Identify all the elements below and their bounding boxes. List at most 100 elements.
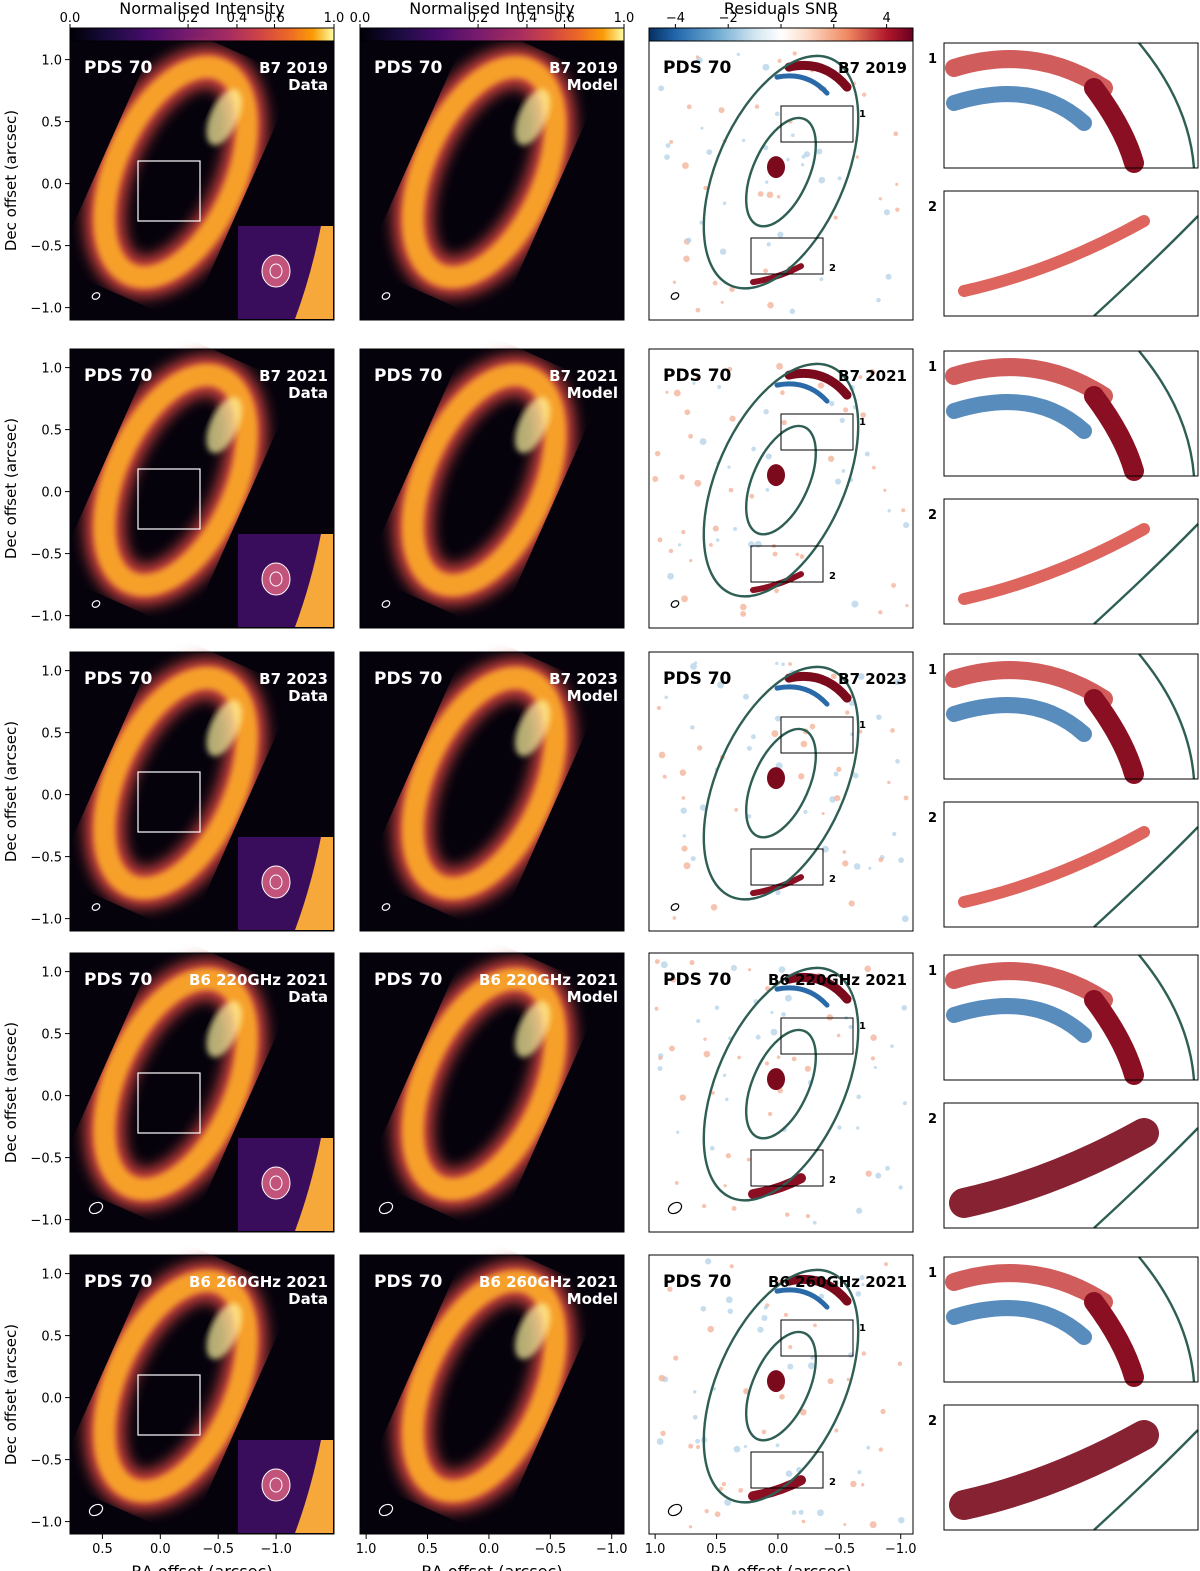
- ring-bright-arc: [514, 700, 551, 757]
- residual-speckle: [692, 977, 696, 981]
- residual-speckle: [669, 140, 674, 144]
- box-label-2: 2: [829, 1175, 836, 1186]
- residual-speckle: [729, 1264, 734, 1269]
- residual-speckle: [692, 1390, 697, 1394]
- x-axis-label: RA offset (arcsec): [131, 1562, 272, 1571]
- residual-speckle: [837, 176, 842, 181]
- residual-speckle: [781, 419, 787, 426]
- residual-speckle: [774, 715, 782, 722]
- residual-speckle: [871, 465, 876, 470]
- residual-center-blob: [767, 464, 785, 487]
- residual-speckle: [657, 537, 663, 543]
- residual-speckle: [654, 959, 660, 965]
- zoom-frame: [943, 1256, 1199, 1383]
- residual-speckle: [895, 759, 900, 764]
- residual-speckle: [686, 237, 692, 243]
- residual-speckle: [718, 1486, 724, 1491]
- band-label: B6 260GHz 2021: [189, 1273, 328, 1291]
- residual-speckle: [856, 1207, 863, 1214]
- residual-speckle: [762, 63, 770, 71]
- residual-speckle: [869, 1521, 877, 1529]
- band-label: B7 2021: [838, 367, 907, 385]
- residual-speckle: [827, 1378, 834, 1385]
- panel-frame: [69, 348, 335, 629]
- target-label: PDS 70: [84, 669, 153, 689]
- orbit-outer: [702, 362, 860, 598]
- zoom-panel-2: 2: [928, 1404, 1199, 1531]
- residual-speckle: [795, 552, 800, 557]
- disk-ring: [401, 1269, 567, 1503]
- x-tick-label: −1.0: [260, 1542, 292, 1557]
- y-tick-label: −1.0: [30, 1516, 62, 1531]
- zoom-frame: [943, 190, 1199, 317]
- residual-speckle: [898, 1185, 903, 1190]
- residual-speckle: [695, 1438, 700, 1444]
- y-tick-label: −1.0: [30, 913, 62, 928]
- residual-speckle: [724, 1498, 732, 1506]
- beam-ellipse: [667, 1503, 683, 1517]
- residual-speckle: [654, 450, 661, 457]
- beam-ellipse: [667, 1201, 683, 1215]
- target-label: PDS 70: [663, 366, 732, 386]
- residual-speckle: [727, 465, 731, 469]
- residual-speckle: [901, 915, 909, 923]
- residual-speckle: [809, 723, 816, 730]
- y-tick-label: 0.5: [41, 727, 62, 742]
- residual-speckle: [848, 1024, 853, 1030]
- residual-speckle: [720, 300, 724, 304]
- zoom-frame: [943, 954, 1199, 1081]
- residual-speckle: [683, 862, 691, 870]
- residual-speckle: [746, 745, 752, 751]
- residual-speckle: [761, 1429, 767, 1435]
- residual-speckle: [870, 1056, 876, 1061]
- residual-speckle: [695, 55, 700, 59]
- inset-contour: [269, 1477, 283, 1493]
- inset-source-blob: [261, 254, 291, 288]
- beam-ellipse: [378, 1201, 394, 1215]
- residual-speckle: [740, 610, 747, 617]
- residual-speckle: [786, 157, 790, 162]
- zoom-panel-2: 2: [928, 1102, 1199, 1229]
- residual-speckle: [707, 1325, 715, 1333]
- box-label-1: 1: [859, 417, 866, 428]
- inset-ring-edge: [295, 837, 333, 930]
- x-axis-col3: 1.0 0.5 0.0 −0.5 −1.0 RA offset (arcsec): [645, 1534, 917, 1571]
- colorbar-2: Normalised Intensity 0.0 0.2 0.4 0.6 1.0: [350, 0, 634, 43]
- residual-speckle: [766, 242, 771, 247]
- beam-ellipse: [88, 1201, 104, 1215]
- residual-speckle: [673, 1355, 679, 1361]
- residual-speckle: [897, 1361, 903, 1367]
- residual-speckle: [780, 390, 785, 396]
- colorbar-strip: [359, 27, 625, 43]
- zoom-orbit-line: [1138, 653, 1196, 780]
- residual-speckle: [903, 795, 909, 801]
- y-tick-label: 0.0: [41, 789, 62, 804]
- y-tick-label: 0.5: [41, 1028, 62, 1043]
- residual-speckle: [681, 796, 686, 800]
- inset-contour: [269, 874, 283, 890]
- residual-speckle: [711, 1091, 715, 1095]
- y-tick-label: 1.0: [41, 1268, 62, 1283]
- residual-speckle: [800, 740, 808, 748]
- zoom-panel-1: 1: [928, 42, 1199, 173]
- residual-speckle: [763, 1305, 768, 1310]
- zoom-panel-2: 2: [928, 190, 1199, 317]
- residual-speckle: [695, 307, 701, 313]
- residual-speckle: [674, 1181, 679, 1185]
- residual-positive-arc: [784, 671, 852, 703]
- target-label: PDS 70: [374, 669, 443, 689]
- residual-speckle: [694, 479, 702, 487]
- y-tick-label: −0.5: [30, 1454, 62, 1469]
- residual-speckle: [898, 857, 904, 864]
- beam-ellipse: [91, 292, 101, 300]
- residual-speckle: [772, 551, 778, 557]
- y-axis-label: Dec offset (arcsec): [2, 418, 20, 559]
- residual-speckle: [785, 1212, 790, 1217]
- residual-speckle: [681, 529, 686, 535]
- residual-speckle: [887, 780, 891, 785]
- y-axis-label: Dec offset (arcsec): [2, 1324, 20, 1465]
- zoom-label: 1: [928, 360, 937, 375]
